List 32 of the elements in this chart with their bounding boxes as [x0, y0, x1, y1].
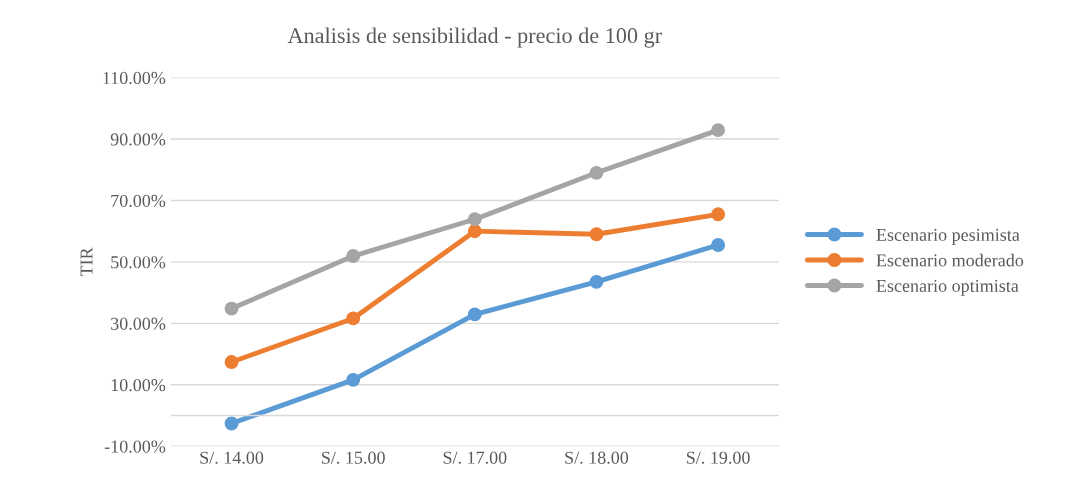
y-axis-title: TIR	[80, 247, 93, 277]
y-tick-label: 70.00%	[111, 194, 166, 207]
x-tick-label: S/. 15.00	[322, 451, 385, 464]
legend-label: Escenario optimista	[876, 279, 1019, 296]
point	[346, 249, 361, 264]
point	[467, 224, 482, 239]
point	[711, 123, 726, 138]
x-tick-label: S/. 17.00	[443, 451, 507, 464]
y-tick-label: 110.00%	[103, 71, 166, 85]
y-tick-label: 30.00%	[111, 317, 166, 330]
y-tick-label: 10.00%	[111, 379, 166, 392]
point	[589, 274, 604, 289]
point	[346, 372, 361, 387]
legend-label: Escenario pesimista	[876, 228, 1020, 245]
y-tick-label: -10.00%	[104, 440, 166, 453]
x-tick-label: S/. 18.00	[565, 451, 629, 464]
x-tick-label: S/. 14.00	[200, 451, 264, 464]
point	[711, 207, 726, 222]
y-tick-label: 90.00%	[110, 133, 166, 146]
point	[589, 227, 604, 242]
point	[589, 165, 604, 180]
point	[467, 307, 482, 322]
point	[224, 355, 239, 369]
point	[224, 416, 239, 431]
legend-label: Escenario moderado	[876, 253, 1024, 267]
x-tick-label: S/. 19.00	[686, 451, 750, 464]
point	[346, 311, 361, 326]
point	[711, 238, 726, 252]
chart-title: Analisis de sensibilidad - precio de 100 gr	[287, 27, 662, 48]
y-tick-label: 50.00%	[111, 256, 166, 269]
point	[224, 301, 239, 316]
point	[467, 212, 482, 227]
